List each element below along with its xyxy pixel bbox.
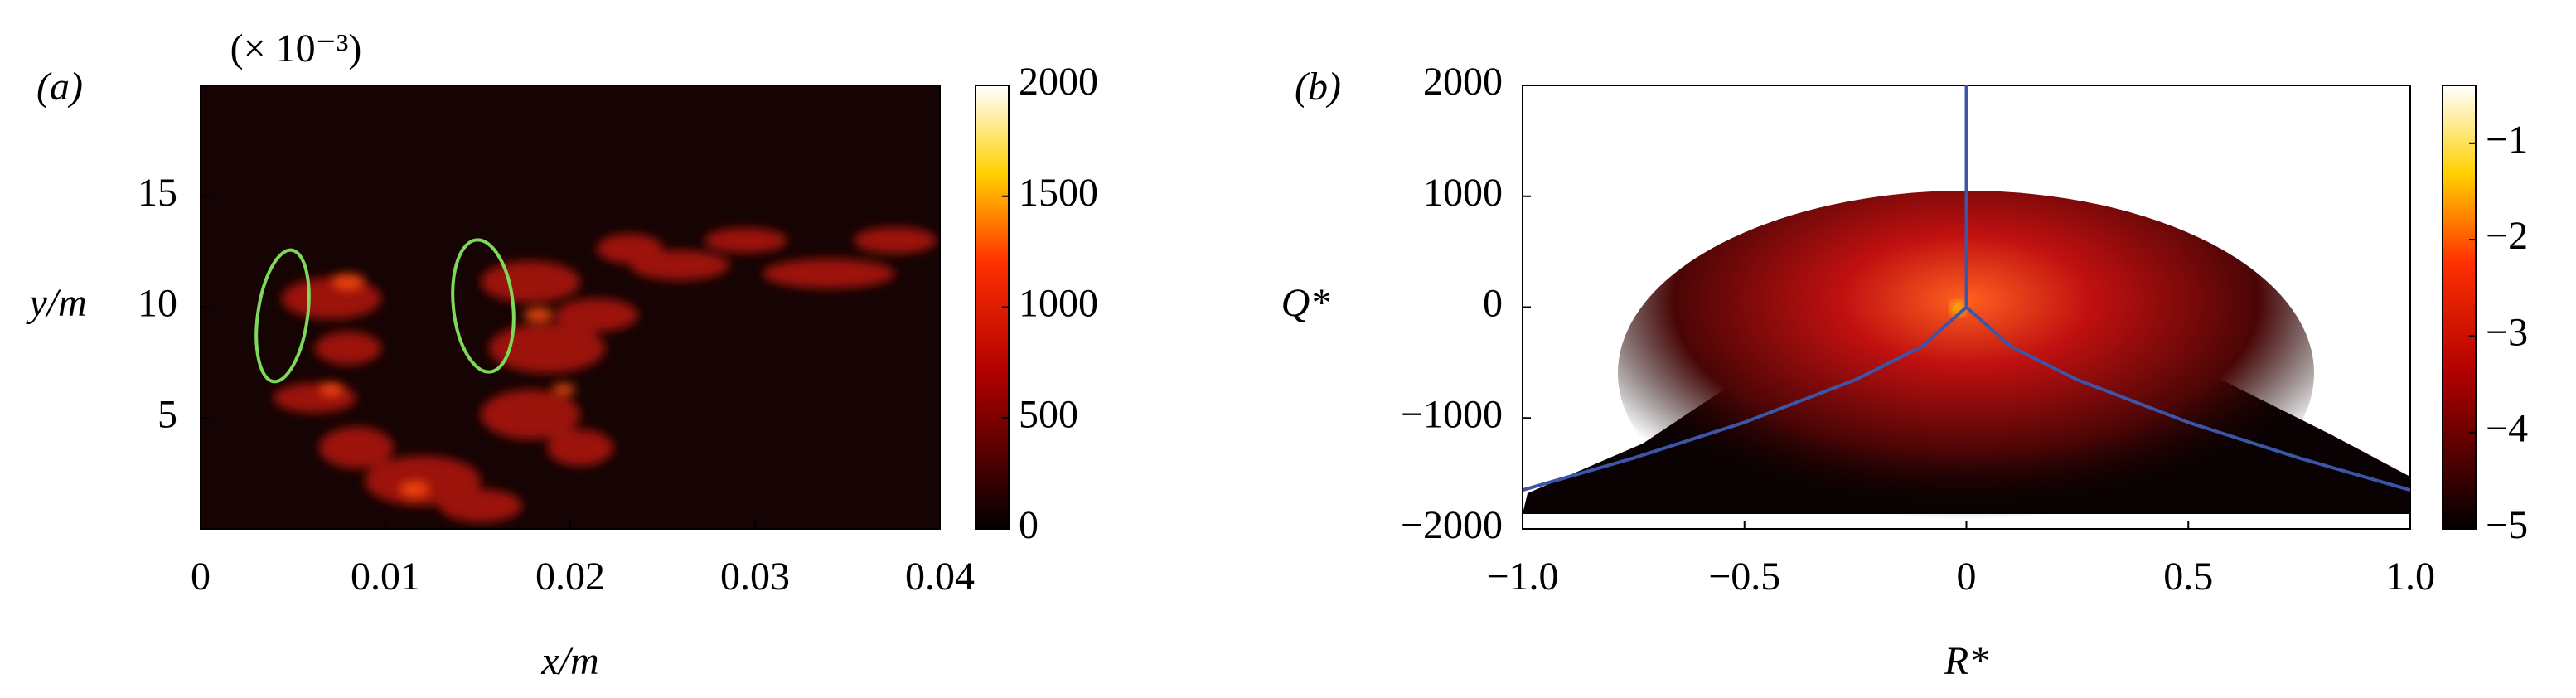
x-tick-label: −0.5 xyxy=(1708,555,1780,599)
x-tick-label: 0.01 xyxy=(351,555,420,599)
y-tick-label: −2000 xyxy=(1401,503,1503,547)
panel-label: (a) xyxy=(36,65,83,109)
field-image xyxy=(201,85,940,529)
x-tick-label: 1.0 xyxy=(2385,555,2435,599)
colorbar-tick-label: 500 xyxy=(1019,392,1078,436)
y-tick-label: 2000 xyxy=(1423,60,1503,104)
colorbar-tick-label: 1000 xyxy=(1019,282,1098,326)
y-axis-label: Q* xyxy=(1281,281,1330,325)
x-axis-label: x/m xyxy=(540,639,598,683)
x-axis-label: R* xyxy=(1944,639,1988,683)
colorbar-tick-label: −3 xyxy=(2486,310,2528,354)
x-tick-label: 0.04 xyxy=(905,555,975,599)
y-tick-label: 5 xyxy=(157,392,177,436)
colorbar-tick-label: 0 xyxy=(1019,503,1039,547)
x-tick-label: 0 xyxy=(1957,555,1977,599)
colorbar-tick-label: 1500 xyxy=(1019,171,1098,215)
y-axis-label: y/m xyxy=(25,281,86,325)
colorbar-tick-label: −2 xyxy=(2486,214,2528,258)
axis-multiplier: (× 10⁻³) xyxy=(230,27,362,70)
y-tick-label: 1000 xyxy=(1423,171,1503,215)
colorbar-tick-label: −5 xyxy=(2486,503,2528,547)
y-tick-label: −1000 xyxy=(1401,392,1503,436)
colorbar-tick-label: −4 xyxy=(2486,407,2528,451)
colorbar xyxy=(2442,85,2477,530)
colorbar-tick-label: 2000 xyxy=(1019,60,1098,104)
x-tick-label: −1.0 xyxy=(1486,555,1558,599)
y-tick-label: 15 xyxy=(138,171,177,215)
y-tick-label: 10 xyxy=(138,282,177,326)
x-tick-label: 0 xyxy=(191,555,211,599)
y-tick-label: 0 xyxy=(1483,282,1503,326)
x-tick-label: 0.5 xyxy=(2163,555,2213,599)
x-tick-label: 0.03 xyxy=(720,555,790,599)
panel-label: (b) xyxy=(1295,65,1341,109)
x-tick-label: 0.02 xyxy=(535,555,605,599)
colorbar-tick-label: −1 xyxy=(2486,118,2528,162)
